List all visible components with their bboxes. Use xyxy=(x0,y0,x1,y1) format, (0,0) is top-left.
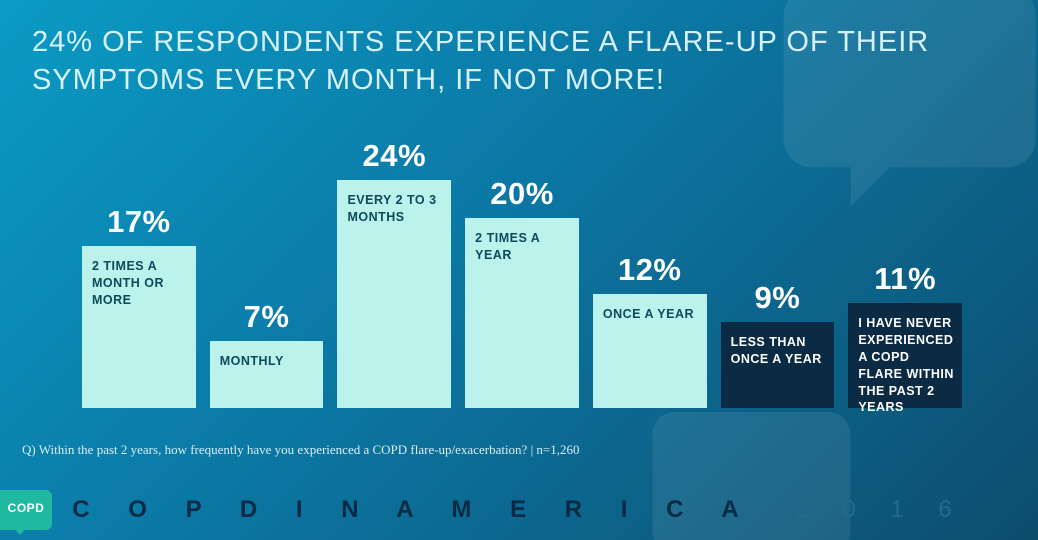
copd-logo-text: COPD xyxy=(8,501,45,515)
bar: EVERY 2 TO 3 MONTHS xyxy=(337,180,451,408)
bar: 2 TIMES A YEAR xyxy=(465,218,579,408)
footer-brand: C O P D I N A M E R I C A 2 0 1 6 xyxy=(0,496,1038,524)
bar-percent: 20% xyxy=(490,176,554,212)
bar-group: 12% ONCE A YEAR xyxy=(593,252,707,408)
headline: 24% OF RESPONDENTS EXPERIENCE A FLARE-UP… xyxy=(32,24,986,99)
bar: LESS THAN ONCE A YEAR xyxy=(721,322,835,408)
footer-brand-text: C O P D I N A M E R I C A xyxy=(72,496,753,523)
bar-chart: 17% 2 TIMES A MONTH OR MORE 7% MONTHLY 24% EV… xyxy=(82,126,962,408)
bar-label: MONTHLY xyxy=(220,353,316,370)
bar-group: 9% LESS THAN ONCE A YEAR xyxy=(721,280,835,408)
bar: MONTHLY xyxy=(210,341,324,408)
bar-group: 17% 2 TIMES A MONTH OR MORE xyxy=(82,204,196,408)
copd-logo-tail xyxy=(14,528,26,535)
bar-group: 11% I HAVE NEVER EXPERIENCED A COPD FLARE… xyxy=(848,261,962,408)
bar: ONCE A YEAR xyxy=(593,294,707,408)
bar-percent: 24% xyxy=(363,138,427,174)
bar-label: ONCE A YEAR xyxy=(603,306,699,323)
bar-group: 7% MONTHLY xyxy=(210,299,324,408)
bar-percent: 11% xyxy=(874,261,936,297)
bar-group: 20% 2 TIMES A YEAR xyxy=(465,176,579,408)
footer-year: 2 0 1 6 xyxy=(794,496,965,523)
bar-percent: 7% xyxy=(244,299,290,335)
bar-percent: 12% xyxy=(618,252,682,288)
bar-label: EVERY 2 TO 3 MONTHS xyxy=(347,192,443,226)
bar-group: 24% EVERY 2 TO 3 MONTHS xyxy=(337,138,451,408)
bar-label: I HAVE NEVER EXPERIENCED A COPD FLARE WI… xyxy=(858,315,954,416)
bar-percent: 17% xyxy=(107,204,171,240)
bar: I HAVE NEVER EXPERIENCED A COPD FLARE WI… xyxy=(848,303,962,408)
bar: 2 TIMES A MONTH OR MORE xyxy=(82,246,196,408)
bar-percent: 9% xyxy=(755,280,801,316)
bar-label: 2 TIMES A MONTH OR MORE xyxy=(92,258,188,309)
bar-label: LESS THAN ONCE A YEAR xyxy=(731,334,827,368)
question-footnote: Q) Within the past 2 years, how frequent… xyxy=(22,442,580,458)
copd-logo: COPD xyxy=(0,490,52,530)
bar-label: 2 TIMES A YEAR xyxy=(475,230,571,264)
